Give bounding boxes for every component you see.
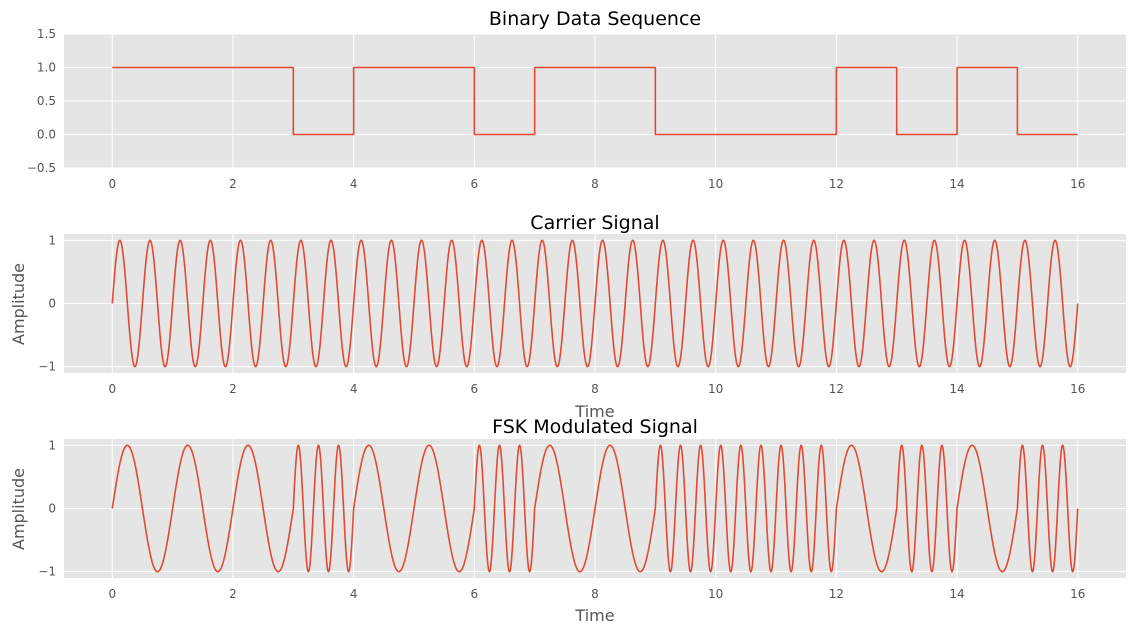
- x-tick-label: 10: [708, 177, 723, 191]
- x-tick-label: 0: [108, 587, 116, 601]
- x-tick-label: 4: [350, 382, 358, 396]
- x-tick-label: 2: [229, 382, 237, 396]
- chart-title: Binary Data Sequence: [489, 8, 701, 30]
- x-tick-labels: 0 2 4 6 8 10 12 14 16: [108, 177, 1085, 191]
- x-tick-label: 8: [591, 587, 599, 601]
- series-lines: [112, 66, 1078, 136]
- x-tick-label: 8: [591, 177, 599, 191]
- chart-title: FSK Modulated Signal: [492, 416, 698, 438]
- x-tick-label: 2: [229, 177, 237, 191]
- x-tick-label: 6: [470, 587, 478, 601]
- x-axis-label: Time: [574, 402, 614, 421]
- y-tick-label: 0.5: [37, 94, 56, 108]
- signal-line: [112, 66, 1078, 136]
- x-tick-label: 6: [470, 177, 478, 191]
- series-lines: [111, 239, 1079, 368]
- x-tick-label: 10: [708, 587, 723, 601]
- y-tick-label: 1: [48, 233, 56, 247]
- x-tick-label: 4: [350, 177, 358, 191]
- x-tick-label: 14: [949, 587, 964, 601]
- x-tick-label: 4: [350, 587, 358, 601]
- signal-line: [111, 444, 1079, 573]
- y-tick-label: 1.5: [37, 27, 56, 41]
- x-tick-label: 14: [949, 382, 964, 396]
- y-tick-label: 0: [48, 502, 56, 516]
- x-tick-label: 16: [1070, 177, 1085, 191]
- x-tick-label: 8: [591, 382, 599, 396]
- x-tick-label: 0: [108, 177, 116, 191]
- x-tick-labels: 0 2 4 6 8 10 12 14 16: [108, 587, 1085, 601]
- series-lines: [111, 444, 1079, 573]
- y-tick-label: −0.5: [27, 161, 56, 175]
- x-tick-label: 2: [229, 587, 237, 601]
- x-tick-label: 0: [108, 382, 116, 396]
- x-tick-label: 12: [829, 587, 844, 601]
- x-tick-label: 12: [829, 177, 844, 191]
- subplot-fsk-modulated: 0 2 4 6 8 10 12 14 16 −101 FSK Modulated Signal …: [9, 416, 1126, 625]
- x-tick-labels: 0 2 4 6 8 10 12 14 16: [108, 382, 1085, 396]
- y-tick-labels: −1 0 1: [38, 233, 56, 373]
- y-tick-label: 0.0: [37, 128, 56, 142]
- signal-line: [111, 239, 1079, 368]
- x-tick-label: 12: [829, 382, 844, 396]
- x-tick-label: 16: [1070, 382, 1085, 396]
- y-tick-label: 1.0: [37, 61, 56, 75]
- y-axis-label: Amplitude: [9, 263, 28, 345]
- y-axis-label: Amplitude: [9, 468, 28, 550]
- x-tick-label: 6: [470, 382, 478, 396]
- y-tick-label: 0: [48, 297, 56, 311]
- x-tick-label: 16: [1070, 587, 1085, 601]
- subplot-binary-data: 0 2 4 6 8 10 12 14 16 −0.5 0.0 0.5 1.0 1.5 Binary Da…: [27, 8, 1126, 191]
- y-tick-labels: −1 0 1: [38, 438, 56, 578]
- x-tick-label: 10: [708, 382, 723, 396]
- subplot-carrier-signal: 0 2 4 6 8 10 12 14 16 −1 0 1 Carrier Signal Time A…: [9, 212, 1126, 421]
- chart-title: Carrier Signal: [530, 212, 659, 234]
- x-tick-label: 14: [949, 177, 964, 191]
- y-tick-labels: −0.5 0.0 0.5 1.0 1.5: [27, 27, 56, 175]
- y-tick-label: −1: [38, 360, 56, 374]
- y-tick-label: −1: [38, 565, 56, 579]
- x-axis-label: Time: [574, 606, 614, 625]
- y-tick-label: 1: [48, 438, 56, 452]
